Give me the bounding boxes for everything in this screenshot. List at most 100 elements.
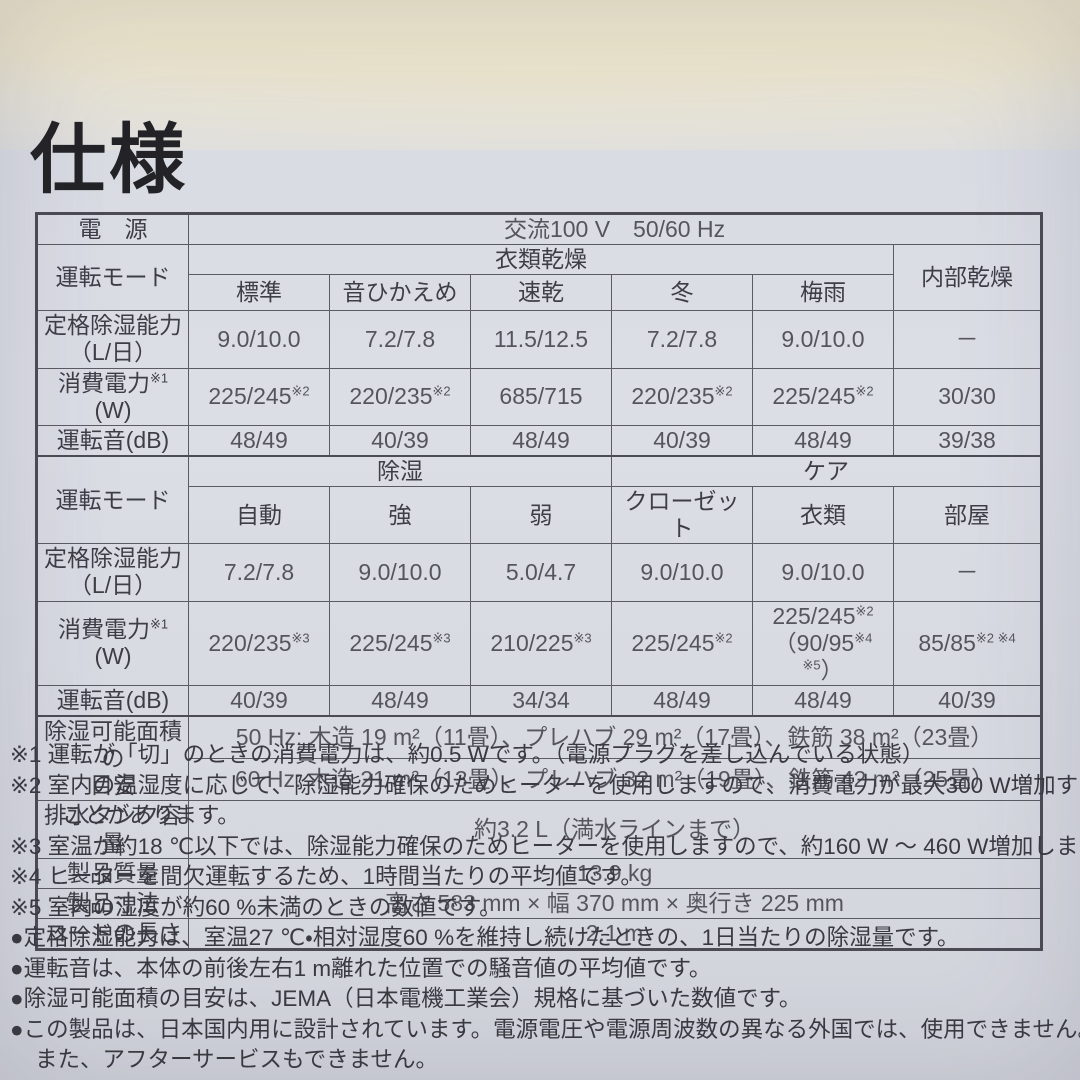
value-cell: 225/245※2 （90/95※4 ※5） [752, 600, 894, 686]
footnote-2: ※2 室内の温湿度に応じて、除湿能力確保のためヒーターを使用しますので、消費電力… [10, 772, 1080, 798]
note-domestic-use: ●この製品は、日本国内用に設計されています。電源電圧や電源周波数の異なる外国では… [10, 1016, 1080, 1042]
mode-cell: 衣類 [752, 485, 894, 545]
value-cell: 85/85※2 ※4 [892, 600, 1043, 686]
value-cell: 39/38 [892, 424, 1043, 457]
value-cell: 40/39 [611, 424, 753, 457]
row-power-source: 電 源 交流100 V 50/60 Hz [36, 212, 1043, 246]
mode-cell: 弱 [470, 485, 612, 545]
capacity-label-1: 定格除湿能力 （L/日） [36, 310, 189, 369]
value-cell: 9.0/10.0 [752, 310, 894, 369]
footnote-3: ※3 室温が約18 ℃以下では、除湿能力確保のためヒーターを使用しますので、約1… [10, 833, 1080, 859]
value-cell: 40/39 [892, 684, 1043, 717]
capacity-label-2: 定格除湿能力 （L/日） [36, 543, 189, 602]
spec-table: 電 源 交流100 V 50/60 Hz 運転モード 衣類乾燥 内部乾燥 標準 … [35, 212, 1044, 951]
value-cell: 48/49 [329, 684, 471, 717]
page-title: 仕様 [30, 118, 188, 203]
cord-value: 2.1 m [187, 917, 1043, 951]
value-cell: 225/245※3 [329, 600, 471, 686]
area-50hz-value: 50 Hz: 木造 19 m²（11畳）、プレハブ 29 m²（17畳）、鉄筋 … [187, 715, 1043, 760]
value-cell: 5.0/4.7 [470, 543, 612, 602]
power-consumption-label-2: 消費電力※1 (W) [36, 600, 189, 686]
row-modes-2: 自動 強 弱 クローゼット 衣類 部屋 [37, 485, 1043, 545]
mode-cell: 冬 [611, 274, 753, 312]
power-source-value: 交流100 V 50/60 Hz [187, 212, 1043, 246]
value-cell: 48/49 [752, 684, 894, 717]
mode-cell: 強 [329, 485, 471, 545]
mode-cell: 標準 [188, 274, 330, 312]
page-top-shading [0, 0, 1080, 150]
note-rated-capacity: ●定格除湿能力は、室温27 ℃・相対湿度60 %を維持し続けたときの、1日当たり… [10, 925, 960, 950]
weight-label: 製品質量 [36, 857, 189, 889]
value-cell: 34/34 [470, 684, 612, 717]
value-cell: 9.0/10.0 [611, 543, 753, 602]
mode-cell: 音ひかえめ [329, 274, 471, 312]
group-clothes-drying: 衣類乾燥 [188, 244, 894, 276]
note-domestic-use-cont: また、アフターサービスもできません。 [35, 1047, 438, 1072]
mode-cell: 部屋 [892, 485, 1043, 545]
mode-label-1: 運転モード [36, 244, 189, 312]
row-weight: 製品質量 13.9 kg [36, 857, 1043, 889]
value-cell: 210/225※3 [470, 600, 612, 686]
value-cell: 48/49 [752, 424, 894, 457]
footnote-2-cont: ことがあります。 [62, 803, 240, 828]
value-cell: 7.2/7.8 [188, 543, 330, 602]
value-cell: 40/39 [329, 424, 471, 457]
row-noise-2: 運転音(dB) 40/39 48/49 34/34 48/49 48/49 40… [36, 684, 1043, 717]
row-modes-1: 標準 音ひかえめ 速乾 冬 梅雨 [37, 274, 1042, 312]
mode-cell: 速乾 [470, 274, 612, 312]
value-cell: － [892, 310, 1043, 369]
mode-cell: 自動 [188, 485, 330, 545]
group-care: ケア [610, 454, 1043, 487]
dimensions-label: 製品寸法 [36, 887, 189, 919]
row-tank: 排水タンク容量 約3.2 L（満水ラインまで） [36, 800, 1043, 859]
value-cell: 225/245※2 [188, 367, 330, 426]
power-consumption-label-1: 消費電力※1 (W) [36, 367, 189, 426]
note-area-jema: ●除湿可能面積の目安は、JEMA（日本電機工業会）規格に基づいた数値です。 [10, 986, 802, 1011]
value-cell: 9.0/10.0 [752, 543, 894, 602]
footnote-1: ※1 運転が「切」のときの消費電力は、約0.5 Wです。（電源プラグを差し込んで… [10, 742, 925, 767]
row-mode-group-2: 運転モード 除湿 ケア [36, 454, 1043, 545]
mode-label-2: 運転モード [36, 454, 189, 545]
value-cell: 30/30 [892, 367, 1043, 426]
area-label: 除湿可能面積の 目安 [36, 715, 189, 802]
row-power-consumption-1: 消費電力※1 (W) 225/245※2 220/235※2 685/715 2… [36, 367, 1043, 426]
value-cell: 225/245※2 [752, 367, 894, 426]
value-cell: 40/39 [188, 684, 330, 717]
cord-label: コードの長さ [36, 917, 189, 951]
value-cell: 220/235※2 [329, 367, 471, 426]
value-cell: 48/49 [611, 684, 753, 717]
value-cell: 685/715 [470, 367, 612, 426]
value-cell: 225/245※2 [611, 600, 753, 686]
tank-value: 約3.2 L（満水ラインまで） [187, 800, 1043, 859]
row-capacity-1: 定格除湿能力 （L/日） 9.0/10.0 7.2/7.8 11.5/12.5 7… [36, 310, 1043, 369]
footnote-5: ※5 室内の湿度が約60 %未満のときの数値です。 [10, 894, 502, 920]
value-cell: 48/49 [470, 424, 612, 457]
row-cord: コードの長さ 2.1 m [36, 917, 1043, 951]
footnotes: ※1 運転が「切」のときの消費電力は、約0.5 Wです。（電源プラグを差し込んで… [10, 740, 1080, 1076]
value-cell: － [892, 543, 1043, 602]
noise-label-1: 運転音(dB) [36, 424, 189, 457]
group-dehumidify: 除湿 [188, 454, 612, 487]
value-cell: 9.0/10.0 [188, 310, 330, 369]
tank-label: 排水タンク容量 [36, 800, 189, 859]
mode-cell: 梅雨 [752, 274, 894, 312]
value-cell: 7.2/7.8 [329, 310, 471, 369]
value-cell: 220/235※3 [188, 600, 330, 686]
row-area-50hz: 除湿可能面積の 目安 50 Hz: 木造 19 m²（11畳）、プレハブ 29 m… [36, 715, 1043, 802]
row-capacity-2: 定格除湿能力 （L/日） 7.2/7.8 9.0/10.0 5.0/4.7 9.0… [36, 543, 1043, 602]
group-internal-drying: 内部乾燥 [892, 244, 1043, 312]
footnote-4: ※4 ヒーターを間欠運転するため、1時間当たりの平均値です。 [10, 864, 643, 889]
value-cell: 7.2/7.8 [611, 310, 753, 369]
mode-cell: クローゼット [611, 485, 753, 545]
value-cell: 48/49 [188, 424, 330, 457]
row-noise-1: 運転音(dB) 48/49 40/39 48/49 40/39 48/49 39… [36, 424, 1043, 457]
value-cell: 11.5/12.5 [470, 310, 612, 369]
row-mode-group-1: 運転モード 衣類乾燥 内部乾燥 [36, 244, 1043, 312]
power-source-label: 電 源 [36, 212, 189, 246]
note-noise: ●運転音は、本体の前後左右1 m離れた位置での騒音値の平均値です。 [10, 955, 712, 981]
value-cell: 220/235※2 [611, 367, 753, 426]
value-cell: 9.0/10.0 [329, 543, 471, 602]
row-power-consumption-2: 消費電力※1 (W) 220/235※3 225/245※3 210/225※3… [36, 600, 1043, 686]
dimensions-value: 高さ 583 mm × 幅 370 mm × 奥行き 225 mm [187, 887, 1043, 919]
